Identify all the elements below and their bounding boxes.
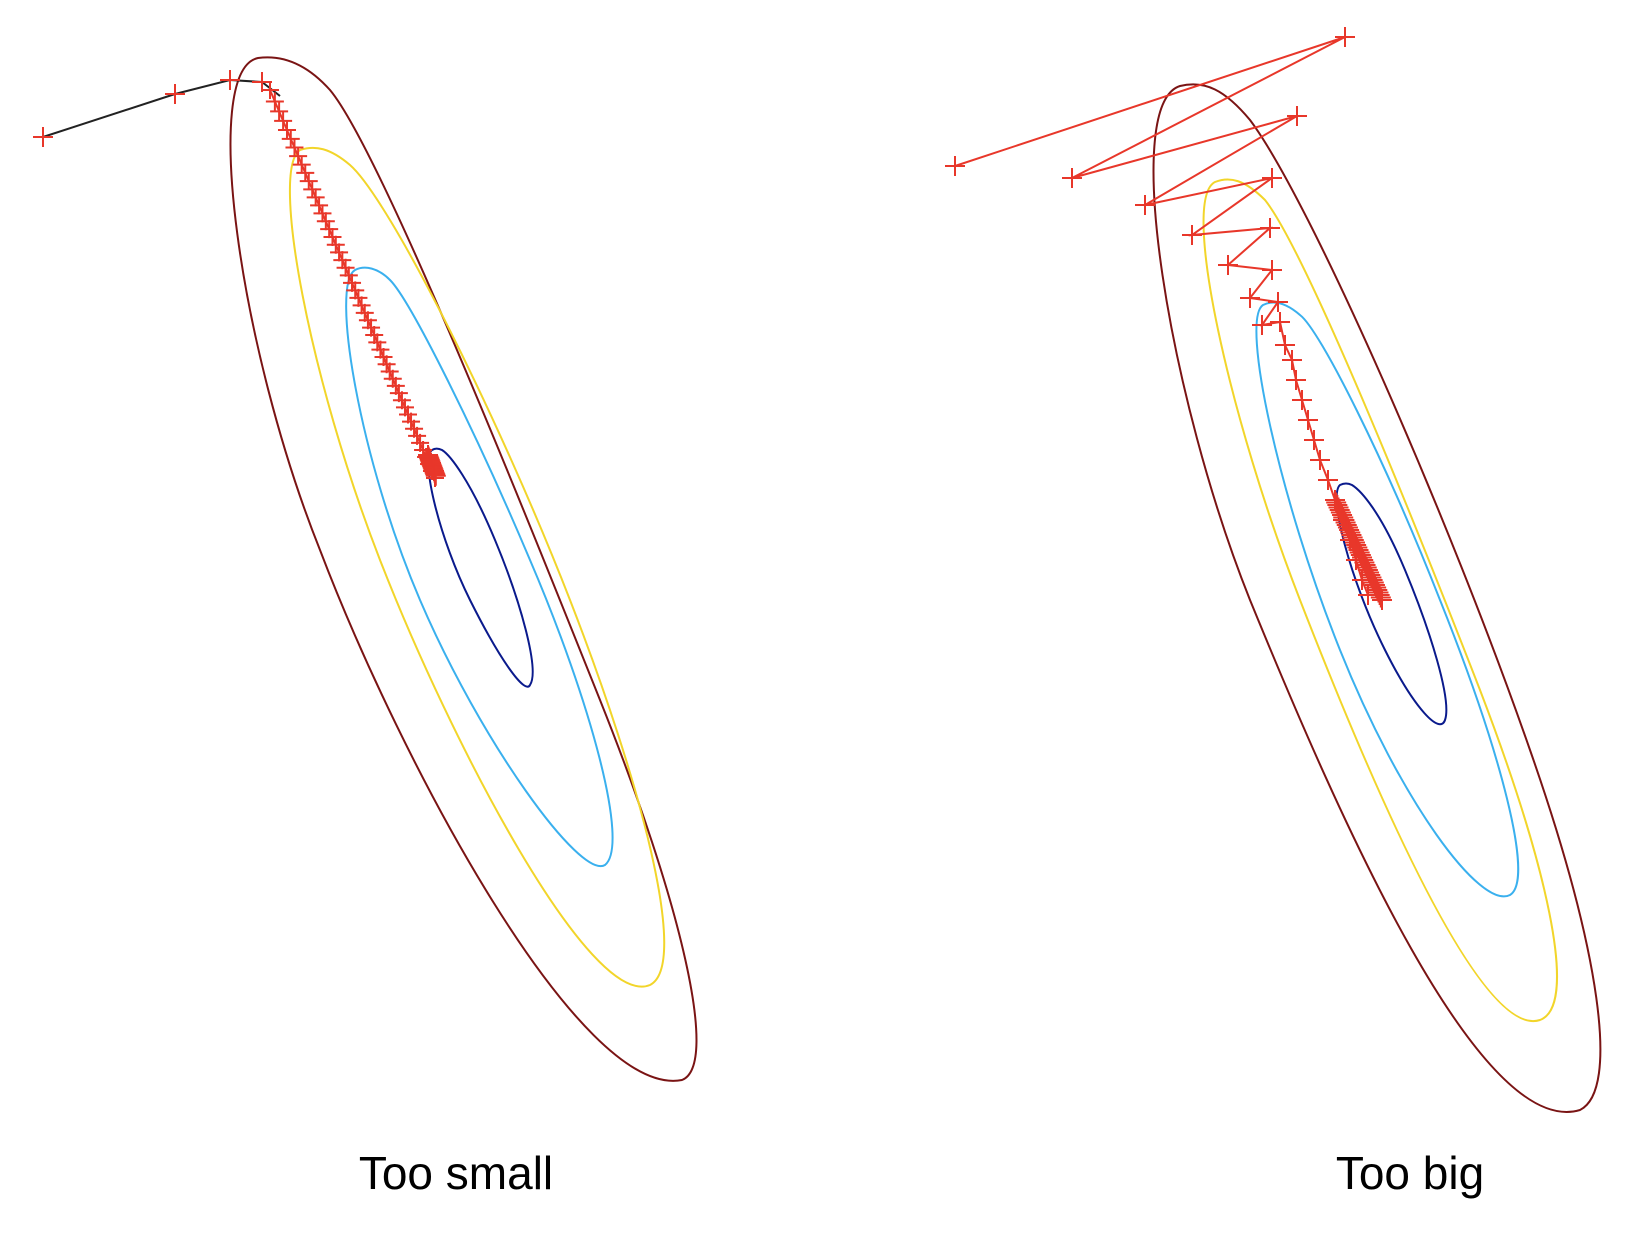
step-marker <box>358 311 377 330</box>
step-marker <box>330 243 349 262</box>
contour-yellow <box>1202 178 1558 1023</box>
step-marker <box>386 376 405 395</box>
step-marker <box>343 273 362 292</box>
step-marker <box>1275 335 1295 355</box>
step-marker <box>310 196 329 215</box>
path-too-big <box>954 36 1369 596</box>
step-marker <box>1369 585 1390 605</box>
step-marker <box>352 296 371 315</box>
step-marker <box>389 384 408 403</box>
markers-too-big <box>945 27 1392 610</box>
step-marker <box>306 188 325 207</box>
step-marker <box>33 127 53 147</box>
step-marker <box>1240 288 1260 308</box>
step-marker <box>313 204 332 223</box>
contour-inner <box>1335 482 1448 726</box>
step-marker <box>408 426 427 445</box>
step-marker <box>368 333 387 352</box>
step-marker <box>252 72 272 92</box>
step-marker <box>1286 370 1306 390</box>
step-marker <box>220 70 240 90</box>
step-marker <box>349 288 368 307</box>
step-marker <box>339 266 358 285</box>
step-marker <box>1268 292 1288 312</box>
step-marker <box>1262 260 1282 280</box>
contour-outer <box>229 56 698 1082</box>
step-marker <box>289 147 308 166</box>
step-marker <box>1372 590 1392 610</box>
step-marker <box>274 111 293 130</box>
step-marker <box>265 92 284 111</box>
step-marker <box>296 163 315 182</box>
step-marker <box>1135 195 1155 215</box>
step-marker <box>405 419 424 438</box>
step-marker <box>261 81 279 99</box>
step-marker <box>1335 27 1355 47</box>
step-marker <box>377 355 396 374</box>
step-marker <box>1298 410 1318 430</box>
step-marker <box>336 258 355 277</box>
step-marker <box>1304 430 1324 450</box>
step-marker <box>383 369 402 388</box>
step-marker <box>425 465 446 486</box>
step-marker <box>277 120 296 139</box>
contour-outer <box>1152 83 1602 1113</box>
step-marker <box>1287 106 1307 126</box>
step-marker <box>1282 350 1302 370</box>
step-marker <box>1292 390 1312 410</box>
path-too-small <box>42 78 281 138</box>
step-marker <box>1370 587 1391 608</box>
markers-too-small <box>33 70 446 487</box>
step-marker <box>285 138 304 157</box>
step-marker <box>395 398 414 417</box>
step-marker <box>945 156 965 176</box>
contour-yellow <box>288 146 666 988</box>
panel-too-big <box>945 27 1602 1113</box>
step-marker <box>1252 315 1272 335</box>
step-marker <box>333 251 352 270</box>
step-marker <box>380 362 399 381</box>
step-marker <box>392 391 411 410</box>
step-marker <box>355 303 374 322</box>
step-marker <box>1182 225 1202 245</box>
caption-too-big: Too big <box>1335 1147 1485 1199</box>
step-marker <box>402 412 421 431</box>
step-marker <box>1262 168 1282 188</box>
contour-inner <box>427 447 534 688</box>
step-marker <box>1318 470 1338 490</box>
step-marker <box>374 347 393 366</box>
step-marker <box>399 405 418 424</box>
step-marker <box>365 326 384 345</box>
step-marker <box>1310 450 1330 470</box>
step-marker <box>299 172 318 191</box>
step-marker <box>165 84 185 104</box>
step-marker <box>303 180 322 199</box>
step-marker <box>1062 168 1082 188</box>
step-marker <box>1270 312 1290 332</box>
step-marker <box>371 340 390 359</box>
step-marker <box>411 433 430 452</box>
panel-too-small <box>33 56 698 1082</box>
step-marker <box>362 318 381 337</box>
step-marker <box>270 102 289 121</box>
step-marker <box>323 227 342 246</box>
step-marker <box>326 235 345 254</box>
step-marker <box>346 281 365 300</box>
contour-lightblue <box>1255 301 1520 898</box>
step-marker <box>292 155 311 174</box>
step-marker <box>320 220 339 239</box>
step-marker <box>281 129 300 148</box>
step-marker <box>316 212 335 231</box>
caption-too-small: Too small <box>358 1147 554 1199</box>
step-marker <box>1260 218 1280 238</box>
contour-lightblue <box>345 266 614 868</box>
step-marker <box>1218 255 1238 275</box>
